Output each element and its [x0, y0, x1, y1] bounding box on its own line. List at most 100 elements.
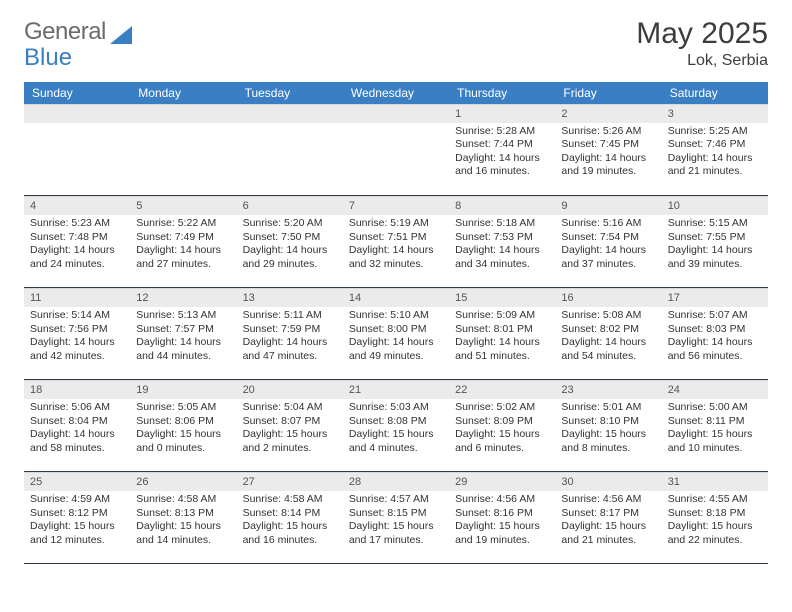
day-sr: Sunrise: 5:15 AM	[668, 217, 762, 231]
day-d2: and 34 minutes.	[455, 258, 549, 272]
day-details: Sunrise: 5:20 AMSunset: 7:50 PMDaylight:…	[237, 215, 343, 278]
day-sr: Sunrise: 5:09 AM	[455, 309, 549, 323]
day-number: 9	[555, 196, 661, 215]
day-details: Sunrise: 5:00 AMSunset: 8:11 PMDaylight:…	[662, 399, 768, 462]
calendar-cell: 1Sunrise: 5:28 AMSunset: 7:44 PMDaylight…	[449, 104, 555, 196]
calendar-cell: 26Sunrise: 4:58 AMSunset: 8:13 PMDayligh…	[130, 472, 236, 564]
day-d1: Daylight: 15 hours	[668, 520, 762, 534]
day-details: Sunrise: 5:13 AMSunset: 7:57 PMDaylight:…	[130, 307, 236, 370]
day-details: Sunrise: 5:01 AMSunset: 8:10 PMDaylight:…	[555, 399, 661, 462]
calendar-cell: 12Sunrise: 5:13 AMSunset: 7:57 PMDayligh…	[130, 288, 236, 380]
calendar-cell: 22 Sunrise: 5:02 AMSunset: 8:09 PMDayligh…	[449, 380, 555, 472]
calendar-cell: 7Sunrise: 5:19 AMSunset: 7:51 PMDaylight…	[343, 196, 449, 288]
calendar-row: 4Sunrise: 5:23 AMSunset: 7:48 PMDaylight…	[24, 196, 768, 288]
day-d2: and 37 minutes.	[561, 258, 655, 272]
day-number: 18	[24, 380, 130, 399]
day-d2: and 19 minutes.	[561, 165, 655, 179]
day-ss: Sunset: 8:17 PM	[561, 507, 655, 521]
day-d1: Daylight: 14 hours	[30, 244, 124, 258]
calendar-cell: 3Sunrise: 5:25 AMSunset: 7:46 PMDaylight…	[662, 104, 768, 196]
day-ss: Sunset: 8:10 PM	[561, 415, 655, 429]
day-d1: Daylight: 14 hours	[668, 336, 762, 350]
day-d1: Daylight: 14 hours	[455, 244, 549, 258]
day-d2: and 14 minutes.	[136, 534, 230, 548]
calendar-cell: 20Sunrise: 5:04 AMSunset: 8:07 PMDayligh…	[237, 380, 343, 472]
day-d1: Daylight: 14 hours	[455, 336, 549, 350]
day-sr: Sunrise: 5:04 AM	[243, 401, 337, 415]
day-sr: Sunrise: 5:20 AM	[243, 217, 337, 231]
day-d2: and 58 minutes.	[30, 442, 124, 456]
day-ss: Sunset: 7:45 PM	[561, 138, 655, 152]
day-d2: and 0 minutes.	[136, 442, 230, 456]
day-ss: Sunset: 8:02 PM	[561, 323, 655, 337]
day-details: Sunrise: 5:23 AMSunset: 7:48 PMDaylight:…	[24, 215, 130, 278]
day-sr: Sunrise: 4:57 AM	[349, 493, 443, 507]
day-d2: and 12 minutes.	[30, 534, 124, 548]
day-ss: Sunset: 7:57 PM	[136, 323, 230, 337]
day-d2: and 4 minutes.	[349, 442, 443, 456]
day-d2: and 8 minutes.	[561, 442, 655, 456]
day-d1: Daylight: 14 hours	[136, 336, 230, 350]
day-sr: Sunrise: 5:26 AM	[561, 125, 655, 139]
day-ss: Sunset: 7:50 PM	[243, 231, 337, 245]
day-ss: Sunset: 8:11 PM	[668, 415, 762, 429]
day-number: 5	[130, 196, 236, 215]
calendar-cell	[237, 104, 343, 196]
calendar-cell: 6Sunrise: 5:20 AMSunset: 7:50 PMDaylight…	[237, 196, 343, 288]
calendar-cell: 10Sunrise: 5:15 AMSunset: 7:55 PMDayligh…	[662, 196, 768, 288]
day-details: Sunrise: 5:05 AMSunset: 8:06 PMDaylight:…	[130, 399, 236, 462]
day-ss: Sunset: 7:56 PM	[30, 323, 124, 337]
day-details: Sunrise: 5:16 AMSunset: 7:54 PMDaylight:…	[555, 215, 661, 278]
day-sr: Sunrise: 5:25 AM	[668, 125, 762, 139]
calendar-cell	[24, 104, 130, 196]
calendar-cell: 14Sunrise: 5:10 AMSunset: 8:00 PMDayligh…	[343, 288, 449, 380]
weekday-header: Wednesday	[343, 82, 449, 104]
day-d1: Daylight: 14 hours	[349, 244, 443, 258]
day-number: 30	[555, 472, 661, 491]
calendar-cell: 17Sunrise: 5:07 AMSunset: 8:03 PMDayligh…	[662, 288, 768, 380]
day-ss: Sunset: 8:09 PM	[455, 415, 549, 429]
day-details: Sunrise: 4:57 AMSunset: 8:15 PMDaylight:…	[343, 491, 449, 554]
day-number: 22	[449, 380, 555, 399]
day-d1: Daylight: 14 hours	[243, 336, 337, 350]
day-ss: Sunset: 7:59 PM	[243, 323, 337, 337]
day-number-empty	[130, 104, 236, 123]
calendar-row: 18Sunrise: 5:06 AMSunset: 8:04 PMDayligh…	[24, 380, 768, 472]
calendar-cell: 18Sunrise: 5:06 AMSunset: 8:04 PMDayligh…	[24, 380, 130, 472]
day-details: Sunrise: 5:07 AMSunset: 8:03 PMDaylight:…	[662, 307, 768, 370]
day-d1: Daylight: 15 hours	[30, 520, 124, 534]
day-d1: Daylight: 14 hours	[561, 244, 655, 258]
weekday-header: Saturday	[662, 82, 768, 104]
day-sr: Sunrise: 5:23 AM	[30, 217, 124, 231]
day-d1: Daylight: 14 hours	[561, 152, 655, 166]
calendar-cell: 23Sunrise: 5:01 AMSunset: 8:10 PMDayligh…	[555, 380, 661, 472]
day-sr: Sunrise: 5:08 AM	[561, 309, 655, 323]
day-details: Sunrise: 4:56 AMSunset: 8:17 PMDaylight:…	[555, 491, 661, 554]
day-d2: and 49 minutes.	[349, 350, 443, 364]
day-d2: and 51 minutes.	[455, 350, 549, 364]
day-sr: Sunrise: 5:02 AM	[455, 401, 549, 415]
day-d1: Daylight: 15 hours	[668, 428, 762, 442]
calendar-head: SundayMondayTuesdayWednesdayThursdayFrid…	[24, 82, 768, 104]
calendar-row: 1Sunrise: 5:28 AMSunset: 7:44 PMDaylight…	[24, 104, 768, 196]
calendar-cell: 5Sunrise: 5:22 AMSunset: 7:49 PMDaylight…	[130, 196, 236, 288]
day-d2: and 21 minutes.	[561, 534, 655, 548]
day-d1: Daylight: 15 hours	[455, 428, 549, 442]
calendar-cell: 9Sunrise: 5:16 AMSunset: 7:54 PMDaylight…	[555, 196, 661, 288]
weekday-header: Sunday	[24, 82, 130, 104]
day-sr: Sunrise: 5:19 AM	[349, 217, 443, 231]
day-d2: and 24 minutes.	[30, 258, 124, 272]
calendar-cell: 15Sunrise: 5:09 AMSunset: 8:01 PMDayligh…	[449, 288, 555, 380]
weekday-row: SundayMondayTuesdayWednesdayThursdayFrid…	[24, 82, 768, 104]
day-sr: Sunrise: 5:00 AM	[668, 401, 762, 415]
day-d2: and 16 minutes.	[455, 165, 549, 179]
day-d1: Daylight: 15 hours	[136, 520, 230, 534]
day-number: 19	[130, 380, 236, 399]
day-number: 11	[24, 288, 130, 307]
day-d1: Daylight: 14 hours	[349, 336, 443, 350]
day-sr: Sunrise: 5:05 AM	[136, 401, 230, 415]
calendar-cell: 24Sunrise: 5:00 AMSunset: 8:11 PMDayligh…	[662, 380, 768, 472]
day-number: 26	[130, 472, 236, 491]
day-number-empty	[237, 104, 343, 123]
calendar-cell	[343, 104, 449, 196]
